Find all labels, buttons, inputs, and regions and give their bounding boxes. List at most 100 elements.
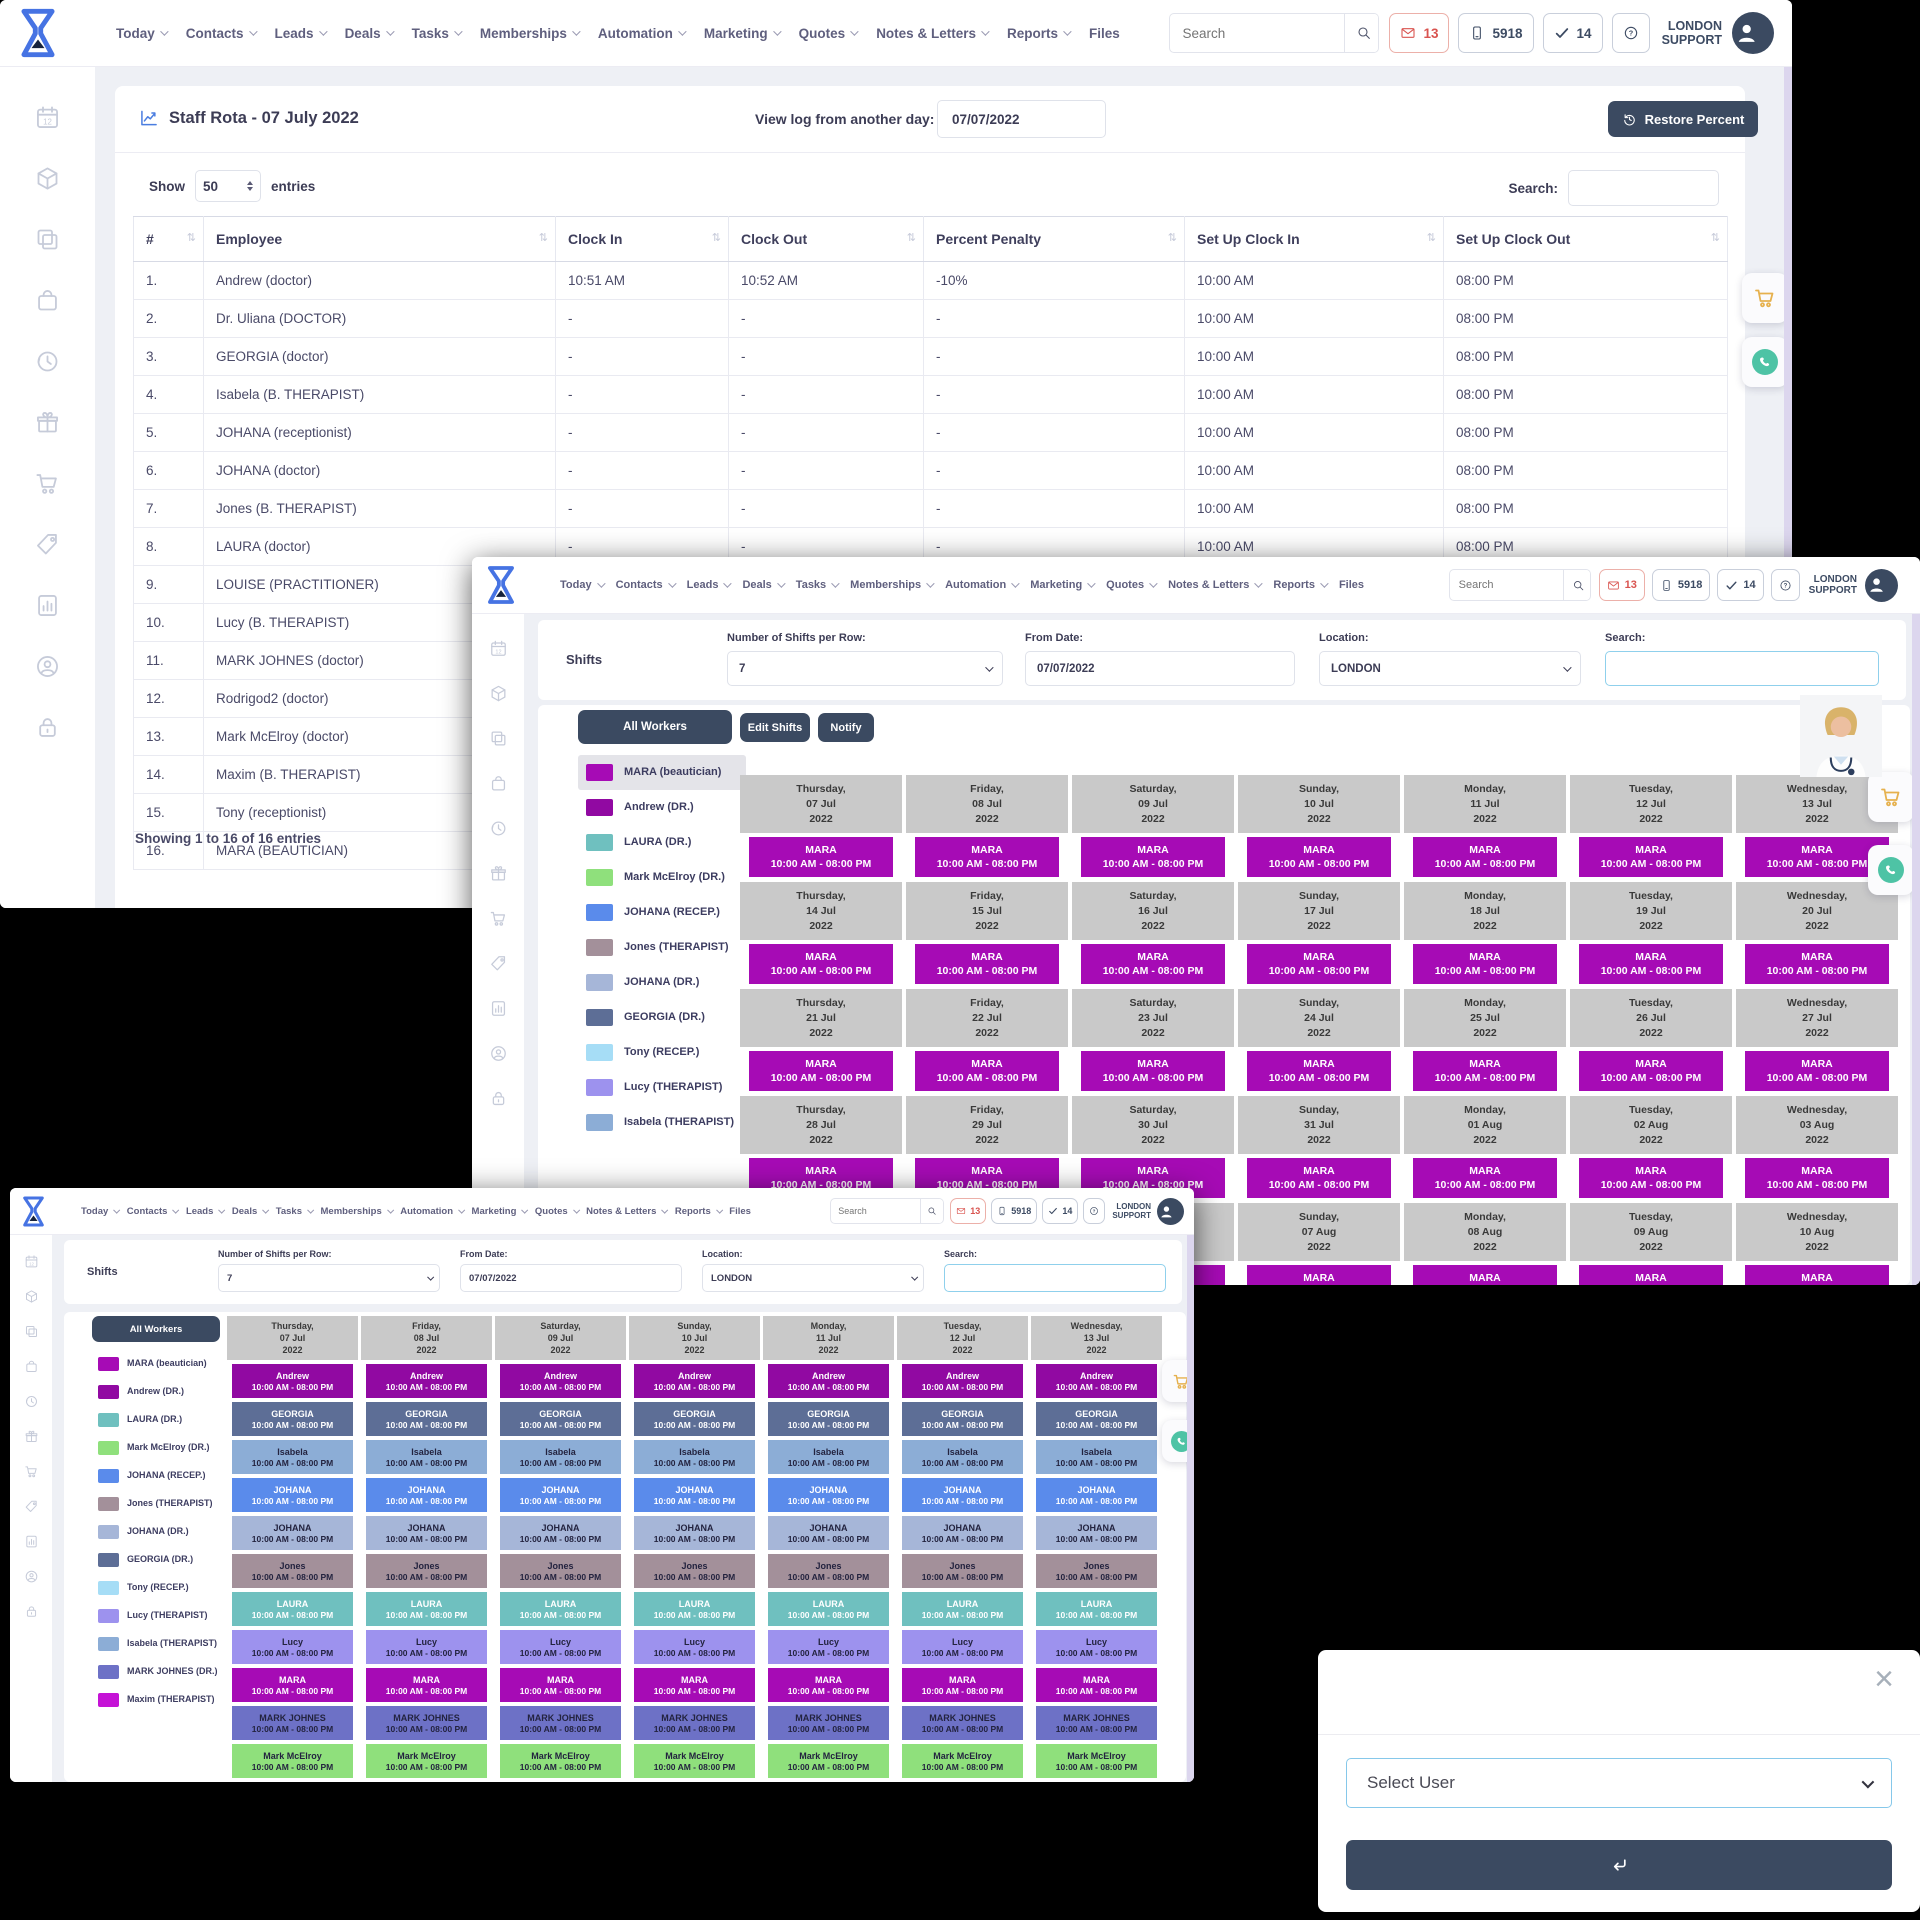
shift-cell-mark-johnes[interactable]: MARK JOHNES 10:00 AM - 08:00 PM <box>902 1706 1023 1740</box>
sidebar-bag-icon[interactable] <box>24 1359 39 1374</box>
shift-cell-mark-johnes[interactable]: MARK JOHNES 10:00 AM - 08:00 PM <box>1036 1706 1157 1740</box>
nav-item-quotes[interactable]: Quotes <box>535 1206 580 1217</box>
filter-input[interactable]: 07/07/2022 <box>1025 651 1295 686</box>
shift-cell-jones[interactable]: Jones 10:00 AM - 08:00 PM <box>500 1554 621 1588</box>
search-button[interactable] <box>1344 14 1379 52</box>
legend-item-mark-mcelroy-dr[interactable]: Mark McElroy (DR.) <box>578 860 746 895</box>
shift-cell-andrew[interactable]: Andrew 10:00 AM - 08:00 PM <box>634 1364 755 1398</box>
nav-item-automation[interactable]: Automation <box>945 579 1020 591</box>
shift-cell-mark-johnes[interactable]: MARK JOHNES 10:00 AM - 08:00 PM <box>634 1706 755 1740</box>
nav-item-today[interactable]: Today <box>116 26 169 41</box>
mail-badge[interactable]: 13 <box>950 1198 987 1224</box>
shift-cell-lucy[interactable]: Lucy 10:00 AM - 08:00 PM <box>902 1630 1023 1664</box>
shift-cell-jones[interactable]: Jones 10:00 AM - 08:00 PM <box>902 1554 1023 1588</box>
nav-item-marketing[interactable]: Marketing <box>472 1206 529 1217</box>
filter-select[interactable]: LONDON <box>702 1264 924 1292</box>
restore-percent-button[interactable]: Restore Percent <box>1608 101 1758 137</box>
shift-cell-georgia[interactable]: GEORGIA 10:00 AM - 08:00 PM <box>902 1402 1023 1436</box>
nav-item-automation[interactable]: Automation <box>598 26 687 41</box>
column-header-[interactable]: # ⇅ <box>133 216 204 262</box>
nav-item-contacts[interactable]: Contacts <box>127 1206 180 1217</box>
close-icon[interactable]: × <box>1874 1660 1894 1698</box>
shift-cell-johana[interactable]: JOHANA 10:00 AM - 08:00 PM <box>366 1478 487 1512</box>
sidebar-package-icon[interactable] <box>34 165 61 192</box>
shift-cell-johana[interactable]: JOHANA 10:00 AM - 08:00 PM <box>768 1478 889 1512</box>
mail-badge[interactable]: 13 <box>1389 13 1450 53</box>
shift-cell-isabela[interactable]: Isabela 10:00 AM - 08:00 PM <box>500 1440 621 1474</box>
help-badge[interactable]: ? <box>1611 13 1650 53</box>
search-input[interactable] <box>1449 570 1563 600</box>
legend-item-mara-beautician[interactable]: MARA (beautician) <box>578 755 746 790</box>
shift-cell-jones[interactable]: Jones 10:00 AM - 08:00 PM <box>634 1554 755 1588</box>
nav-item-automation[interactable]: Automation <box>400 1206 465 1217</box>
filter-select[interactable]: 7 <box>727 651 1003 686</box>
legend-item-laura-dr[interactable]: LAURA (DR.) <box>578 825 746 860</box>
sidebar-tag-icon[interactable] <box>34 531 61 558</box>
shift-cell-johana[interactable]: JOHANA 10:00 AM - 08:00 PM <box>500 1516 621 1550</box>
sidebar-copy-icon[interactable] <box>24 1324 39 1339</box>
phone-badge[interactable]: 5918 <box>991 1198 1038 1224</box>
shift-cell-andrew[interactable]: Andrew 10:00 AM - 08:00 PM <box>1036 1364 1157 1398</box>
sidebar-account-icon[interactable] <box>24 1569 39 1584</box>
edit-shifts-button[interactable]: Edit Shifts <box>740 713 810 742</box>
sidebar-account-icon[interactable] <box>34 653 61 680</box>
tasks-badge[interactable]: 14 <box>1042 1198 1079 1224</box>
nav-item-notes-letters[interactable]: Notes & Letters <box>1168 579 1264 591</box>
mail-badge[interactable]: 13 <box>1598 569 1645 601</box>
search-button[interactable] <box>1562 570 1590 600</box>
search-input[interactable] <box>1170 14 1345 52</box>
user-avatar[interactable] <box>1732 12 1774 54</box>
shift-cell-georgia[interactable]: GEORGIA 10:00 AM - 08:00 PM <box>232 1402 353 1436</box>
legend-item-tony-recep[interactable]: Tony (RECEP.) <box>578 1035 746 1070</box>
legend-item-andrew-dr[interactable]: Andrew (DR.) <box>578 790 746 825</box>
shift-cell-johana[interactable]: JOHANA 10:00 AM - 08:00 PM <box>902 1516 1023 1550</box>
filter-input[interactable]: 07/07/2022 <box>460 1264 682 1292</box>
help-badge[interactable]: ? <box>1083 1198 1106 1224</box>
legend-item-mara-beautician[interactable]: MARA (beautician) <box>92 1350 234 1378</box>
sidebar-tag-icon[interactable] <box>489 954 508 973</box>
sidebar-package-icon[interactable] <box>489 684 508 703</box>
nav-item-tasks[interactable]: Tasks <box>412 26 463 41</box>
sidebar-chart-icon[interactable] <box>489 999 508 1018</box>
legend-item-isabela-therapist[interactable]: Isabela (THERAPIST) <box>578 1105 746 1140</box>
shift-cell-isabela[interactable]: Isabela 10:00 AM - 08:00 PM <box>768 1440 889 1474</box>
nav-item-deals[interactable]: Deals <box>232 1206 270 1217</box>
window-scrollbar[interactable] <box>1187 1234 1194 1782</box>
sidebar-bag-icon[interactable] <box>34 287 61 314</box>
shift-cell-johana[interactable]: JOHANA 10:00 AM - 08:00 PM <box>634 1478 755 1512</box>
legend-item-johana-recep[interactable]: JOHANA (RECEP.) <box>92 1462 234 1490</box>
shift-cell-isabela[interactable]: Isabela 10:00 AM - 08:00 PM <box>1036 1440 1157 1474</box>
sidebar-chart-icon[interactable] <box>34 592 61 619</box>
shift-cell-mark-mcelroy[interactable]: Mark McElroy 10:00 AM - 08:00 PM <box>902 1744 1023 1778</box>
shift-cell-georgia[interactable]: GEORGIA 10:00 AM - 08:00 PM <box>366 1402 487 1436</box>
shift-cell-jones[interactable]: Jones 10:00 AM - 08:00 PM <box>768 1554 889 1588</box>
shift-cell-mark-mcelroy[interactable]: Mark McElroy 10:00 AM - 08:00 PM <box>232 1744 353 1778</box>
shift-cell-laura[interactable]: LAURA 10:00 AM - 08:00 PM <box>902 1592 1023 1626</box>
nav-item-reports[interactable]: Reports <box>1007 26 1072 41</box>
nav-item-reports[interactable]: Reports <box>1273 579 1329 591</box>
shift-cell-johana[interactable]: JOHANA 10:00 AM - 08:00 PM <box>902 1478 1023 1512</box>
nav-item-notes-letters[interactable]: Notes & Letters <box>876 26 990 41</box>
sidebar-calendar-icon[interactable]: 12 <box>489 639 508 658</box>
sidebar-bag-icon[interactable] <box>489 774 508 793</box>
sidebar-lock-icon[interactable] <box>489 1089 508 1108</box>
sidebar-package-icon[interactable] <box>24 1289 39 1304</box>
sidebar-history-icon[interactable] <box>34 348 61 375</box>
shift-cell-johana[interactable]: JOHANA 10:00 AM - 08:00 PM <box>232 1478 353 1512</box>
legend-item-mark-johnes-dr[interactable]: MARK JOHNES (DR.) <box>92 1658 234 1686</box>
column-header-percent-penalty[interactable]: Percent Penalty ⇅ <box>923 216 1185 262</box>
shift-cell-laura[interactable]: LAURA 10:00 AM - 08:00 PM <box>366 1592 487 1626</box>
sidebar-tag-icon[interactable] <box>24 1499 39 1514</box>
phone-fab-button[interactable] <box>1868 845 1914 895</box>
